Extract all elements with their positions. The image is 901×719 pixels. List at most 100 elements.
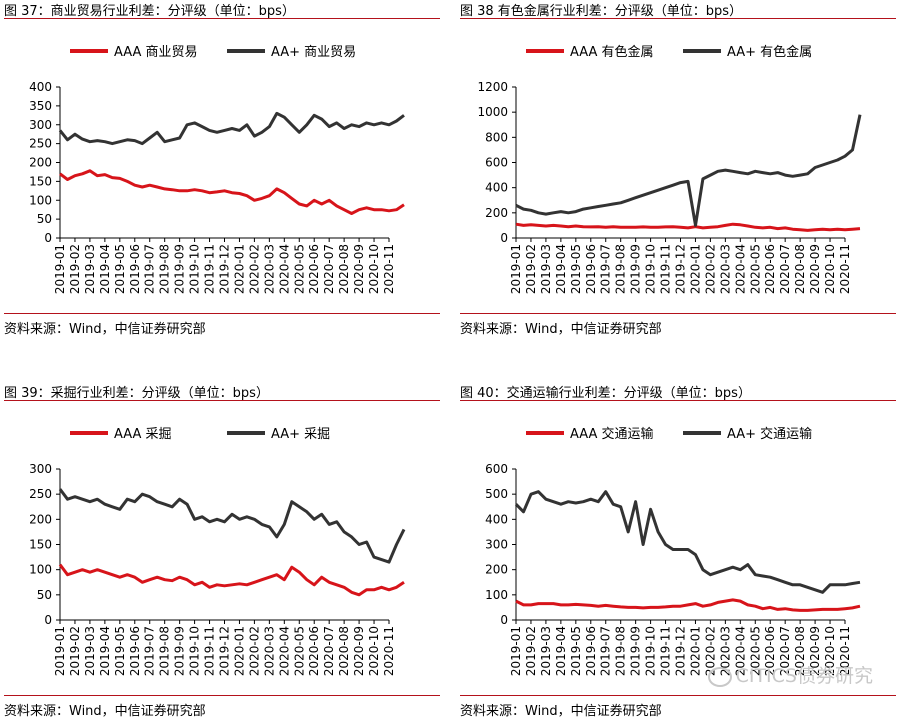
y-tick-label: 800 [485,130,508,144]
x-tick-label: 2020-11 [838,244,852,294]
x-tick-label: 2019-06 [128,244,142,294]
x-tick-label: 2020-02 [703,244,717,294]
legend-label: AAA 有色金属 [570,44,654,60]
x-tick-label: 2019-08 [614,626,628,676]
legend-label: AA+ 交通运输 [727,426,812,442]
watermark-text: CITICS债券研究 [735,665,873,687]
title-rule [4,400,440,401]
chart-source: 资料来源：Wind，中信证券研究部 [4,704,206,719]
x-tick-label: 2019-05 [569,244,583,294]
x-tick-label: 2019-04 [554,626,568,676]
y-tick-label: 0 [44,231,52,245]
x-tick-label: 2020-04 [277,626,291,676]
x-tick-label: 2019-02 [68,244,82,294]
y-tick-label: 300 [29,462,52,476]
series-line [58,111,405,146]
legend-label: AA+ 采掘 [271,427,330,442]
chart-title: 图 39：采掘行业利差：分评级（单位：bps） [4,386,269,401]
x-tick-label: 2020-04 [733,626,747,676]
y-tick-label: 0 [500,613,508,627]
title-rule [460,400,896,401]
x-tick-label: 2019-07 [143,244,157,294]
x-tick-label: 2020-09 [352,626,366,676]
legend-label: AAA 交通运输 [570,426,654,442]
x-tick-label: 2020-02 [247,626,261,676]
x-tick-label: 2020-03 [718,626,732,676]
y-tick-label: 200 [485,563,508,577]
x-tick-label: 2019-12 [674,244,688,294]
x-tick-label: 2020-07 [778,626,792,676]
x-tick-label: 2020-03 [718,244,732,294]
legend-label: AAA 商业贸易 [114,45,198,60]
x-tick-label: 2019-06 [584,626,598,676]
x-tick-label: 2020-03 [262,626,276,676]
x-tick-label: 2019-11 [659,244,673,294]
x-tick-label: 2020-03 [262,244,276,294]
x-tick-label: 2019-04 [98,626,112,676]
series-line [515,598,861,612]
chart-title: 图 40：交通运输行业利差：分评级（单位：bps） [460,386,751,401]
y-tick-label: 600 [485,156,508,170]
line-chart: AAA 有色金属 AA+ 有色金属 0 200 400 600 800 1000 1200 201… [477,44,862,294]
x-tick-label: 2019-05 [113,244,127,294]
x-tick-label: 2020-05 [748,626,762,676]
x-tick-label: 2020-08 [337,244,351,294]
series-line [515,222,861,232]
y-tick-label: 150 [29,538,52,552]
x-tick-label: 2020-10 [367,244,381,294]
x-tick-label: 2019-07 [143,626,157,676]
series-line [58,563,405,597]
y-tick-label: 300 [29,118,52,132]
x-tick-label: 2020-06 [763,626,777,676]
legend-label: AA+ 商业贸易 [271,45,356,60]
x-tick-label: 2020-06 [307,626,321,676]
x-tick-label: 2020-06 [763,244,777,294]
x-tick-label: 2019-05 [113,626,127,676]
y-tick-label: 1200 [477,80,508,94]
y-tick-label: 1000 [477,105,508,119]
y-tick-label: 400 [29,80,52,94]
x-tick-label: 2019-02 [68,626,82,676]
x-tick-label: 2020-10 [367,626,381,676]
x-tick-label: 2019-10 [188,626,202,676]
x-tick-label: 2020-08 [793,626,807,676]
watermark: CITICS债券研究 [707,661,873,688]
chart-source: 资料来源：Wind，中信证券研究部 [4,322,206,337]
source-rule [460,695,896,696]
x-tick-label: 2020-04 [733,244,747,294]
x-tick-label: 2020-02 [703,626,717,676]
x-tick-label: 2019-10 [644,244,658,294]
x-tick-label: 2019-08 [158,626,172,676]
x-tick-label: 2019-09 [173,244,187,294]
x-tick-label: 2019-02 [524,626,538,676]
x-tick-label: 2019-12 [674,626,688,676]
x-tick-label: 2020-11 [382,626,396,676]
x-tick-label: 2019-06 [584,244,598,294]
y-tick-label: 100 [29,563,52,577]
x-tick-label: 2019-08 [614,244,628,294]
legend-label: AAA 采掘 [114,427,172,442]
x-tick-label: 2020-09 [808,244,822,294]
x-tick-label: 2019-03 [83,626,97,676]
x-tick-label: 2019-07 [599,626,613,676]
y-tick-label: 250 [29,137,52,151]
x-tick-label: 2020-01 [232,244,246,294]
x-tick-label: 2019-09 [173,626,187,676]
chart-source: 资料来源：Wind，中信证券研究部 [460,704,662,719]
legend-label: AA+ 有色金属 [727,44,812,60]
y-tick-label: 400 [485,181,508,195]
x-tick-label: 2020-04 [277,244,291,294]
chart-title: 图 38 有色金属行业利差：分评级（单位：bps） [460,4,743,19]
x-tick-label: 2020-07 [322,244,336,294]
y-tick-label: 250 [29,487,52,501]
x-tick-label: 2019-06 [128,626,142,676]
x-tick-label: 2020-01 [688,244,702,294]
x-tick-label: 2019-11 [659,626,673,676]
line-chart: AAA 商业贸易 AA+ 商业贸易 0 50 100 150 200 250 300 350 400… [29,45,405,294]
x-tick-label: 2019-04 [554,244,568,294]
x-tick-label: 2020-11 [382,244,396,294]
title-rule [4,18,440,19]
y-tick-label: 200 [485,206,508,220]
x-tick-label: 2019-01 [53,626,67,676]
